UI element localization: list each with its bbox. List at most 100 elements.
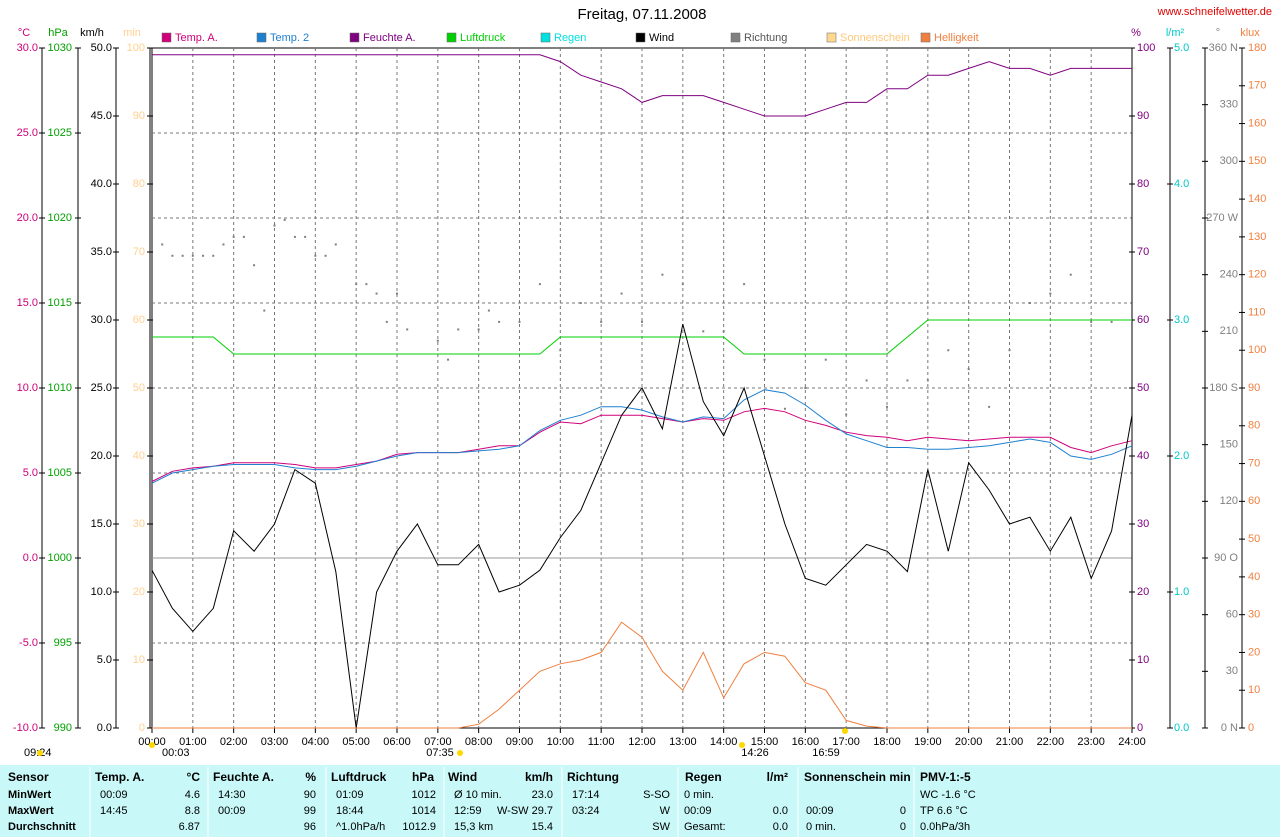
y-tick-label: 3.0: [1174, 314, 1189, 326]
y-tick-label: 0: [1248, 722, 1254, 734]
direction-dot: [191, 254, 194, 257]
y-tick-label: 10.0: [17, 382, 38, 394]
table-cell: Ø 10 min.: [454, 789, 502, 801]
table-cell: TP 6.6 °C: [920, 805, 968, 817]
table-header: PMV-1:-5: [920, 770, 971, 784]
y-tick-label: 45.0: [91, 110, 112, 122]
table-cell: W: [660, 805, 671, 817]
direction-dot: [886, 405, 888, 408]
y-tick-label: 170: [1248, 80, 1266, 92]
y-tick-label: 60: [133, 314, 145, 326]
direction-dot: [487, 309, 490, 312]
axis-unit: min: [123, 27, 141, 39]
y-tick-label: 130: [1248, 231, 1266, 243]
table-header: Richtung: [567, 770, 619, 784]
time-annotation: 14:26: [741, 747, 769, 759]
table-header: Regen: [685, 770, 722, 784]
y-tick-label: 25.0: [17, 127, 38, 139]
legend-swatch: [446, 32, 457, 43]
y-tick-label: 30.0: [17, 42, 38, 54]
direction-dot: [498, 320, 501, 323]
x-tick-label: 06:00: [383, 736, 411, 748]
direction-dot: [783, 407, 786, 410]
x-tick-label: 08:00: [465, 736, 493, 748]
x-tick-label: 10:00: [547, 736, 575, 748]
table-cell: 90: [304, 789, 316, 801]
direction-dot: [355, 283, 358, 286]
legend-label: Feuchte A.: [363, 32, 416, 44]
y-tick-label: 100: [127, 42, 145, 54]
x-tick-label: 16:00: [792, 736, 820, 748]
y-tick-label: -5.0: [19, 637, 38, 649]
legend-swatch: [826, 32, 837, 43]
y-tick-label: 0.0: [23, 552, 38, 564]
direction-dot: [1069, 273, 1072, 276]
y-tick-label: 90: [1248, 382, 1260, 394]
direction-dot: [232, 235, 235, 238]
y-tick-label: 210: [1220, 325, 1238, 337]
x-tick-label: 12:00: [628, 736, 656, 748]
table-header: °C: [187, 770, 201, 784]
table-cell: 96: [304, 821, 316, 833]
table-header: Sonnenschein min: [804, 770, 911, 784]
y-tick-label: 60: [1248, 495, 1260, 507]
sun-marker: [457, 750, 463, 756]
y-tick-label: 140: [1248, 193, 1266, 205]
y-tick-label: 0.0: [1174, 722, 1189, 734]
direction-dot: [447, 358, 450, 361]
y-tick-label: 40: [1248, 571, 1260, 583]
x-tick-label: 14:00: [710, 736, 738, 748]
y-tick-label: 180 S: [1209, 382, 1238, 394]
table-cell: 14:30: [218, 789, 246, 801]
y-tick-label: 50: [1248, 533, 1260, 545]
table-cell: Gesamt:: [684, 821, 726, 833]
direction-dot: [743, 283, 746, 286]
direction-dot: [661, 273, 664, 276]
sun-marker: [37, 750, 43, 756]
legend-label: Sonnenschein: [840, 32, 910, 44]
x-tick-label: 00:00: [138, 736, 166, 748]
direction-dot: [436, 339, 439, 342]
table-cell: 03:24: [572, 805, 600, 817]
table-cell: ^1.0hPa/h: [336, 821, 385, 833]
direction-dot: [283, 218, 286, 221]
y-tick-label: 0 N: [1221, 722, 1238, 734]
x-tick-label: 03:00: [261, 736, 289, 748]
series-line: [152, 319, 1132, 355]
legend-label: Helligkeit: [934, 32, 979, 44]
direction-dot: [1110, 320, 1113, 323]
table-cell: 0.0: [773, 805, 788, 817]
y-tick-label: 20.0: [91, 450, 112, 462]
table-header: Luftdruck: [331, 770, 387, 784]
y-tick-label: 1010: [48, 382, 72, 394]
x-tick-label: 18:00: [873, 736, 901, 748]
y-tick-label: 30: [1248, 609, 1260, 621]
table-cell: 00:09: [806, 805, 834, 817]
y-tick-label: 150: [1220, 439, 1238, 451]
y-tick-label: 180: [1248, 42, 1266, 54]
legend-swatch: [920, 32, 931, 43]
y-tick-label: 40: [1137, 450, 1149, 462]
sun-marker: [149, 742, 155, 748]
table-header: Wind: [448, 770, 477, 784]
table-header: hPa: [412, 770, 434, 784]
y-tick-label: 990: [54, 722, 72, 734]
legend-label: Regen: [554, 32, 586, 44]
y-tick-label: 100: [1248, 344, 1266, 356]
table-cell: 0: [900, 821, 906, 833]
y-tick-label: 120: [1220, 495, 1238, 507]
y-tick-label: 40.0: [91, 178, 112, 190]
table-cell: 23.0: [532, 789, 553, 801]
direction-dot: [161, 243, 164, 246]
direction-dot: [538, 283, 541, 286]
y-tick-label: 5.0: [97, 654, 112, 666]
y-tick-label: 0: [1137, 722, 1143, 734]
axis-unit: %: [1131, 27, 1141, 39]
y-tick-label: 1.0: [1174, 586, 1189, 598]
table-cell: 0: [900, 805, 906, 817]
table-cell: SW: [652, 821, 670, 833]
table-cell: 8.8: [185, 805, 200, 817]
table-cell: 17:14: [572, 789, 600, 801]
y-tick-label: 1025: [48, 127, 72, 139]
